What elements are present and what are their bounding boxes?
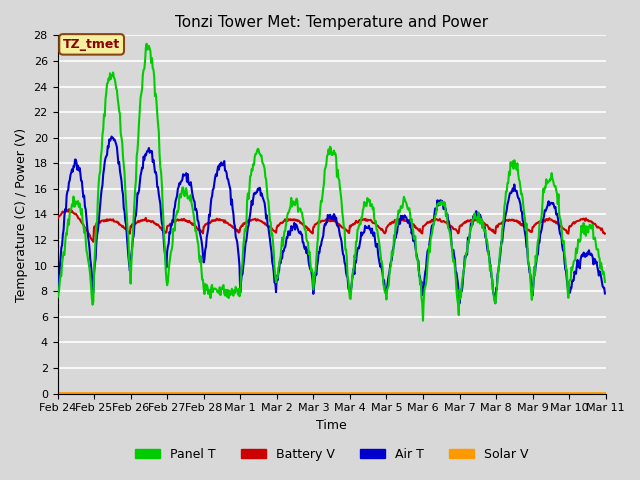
Legend: Panel T, Battery V, Air T, Solar V: Panel T, Battery V, Air T, Solar V: [130, 443, 533, 466]
X-axis label: Time: Time: [316, 419, 347, 432]
Title: Tonzi Tower Met: Temperature and Power: Tonzi Tower Met: Temperature and Power: [175, 15, 488, 30]
Y-axis label: Temperature (C) / Power (V): Temperature (C) / Power (V): [15, 127, 28, 301]
Text: TZ_tmet: TZ_tmet: [63, 38, 120, 51]
